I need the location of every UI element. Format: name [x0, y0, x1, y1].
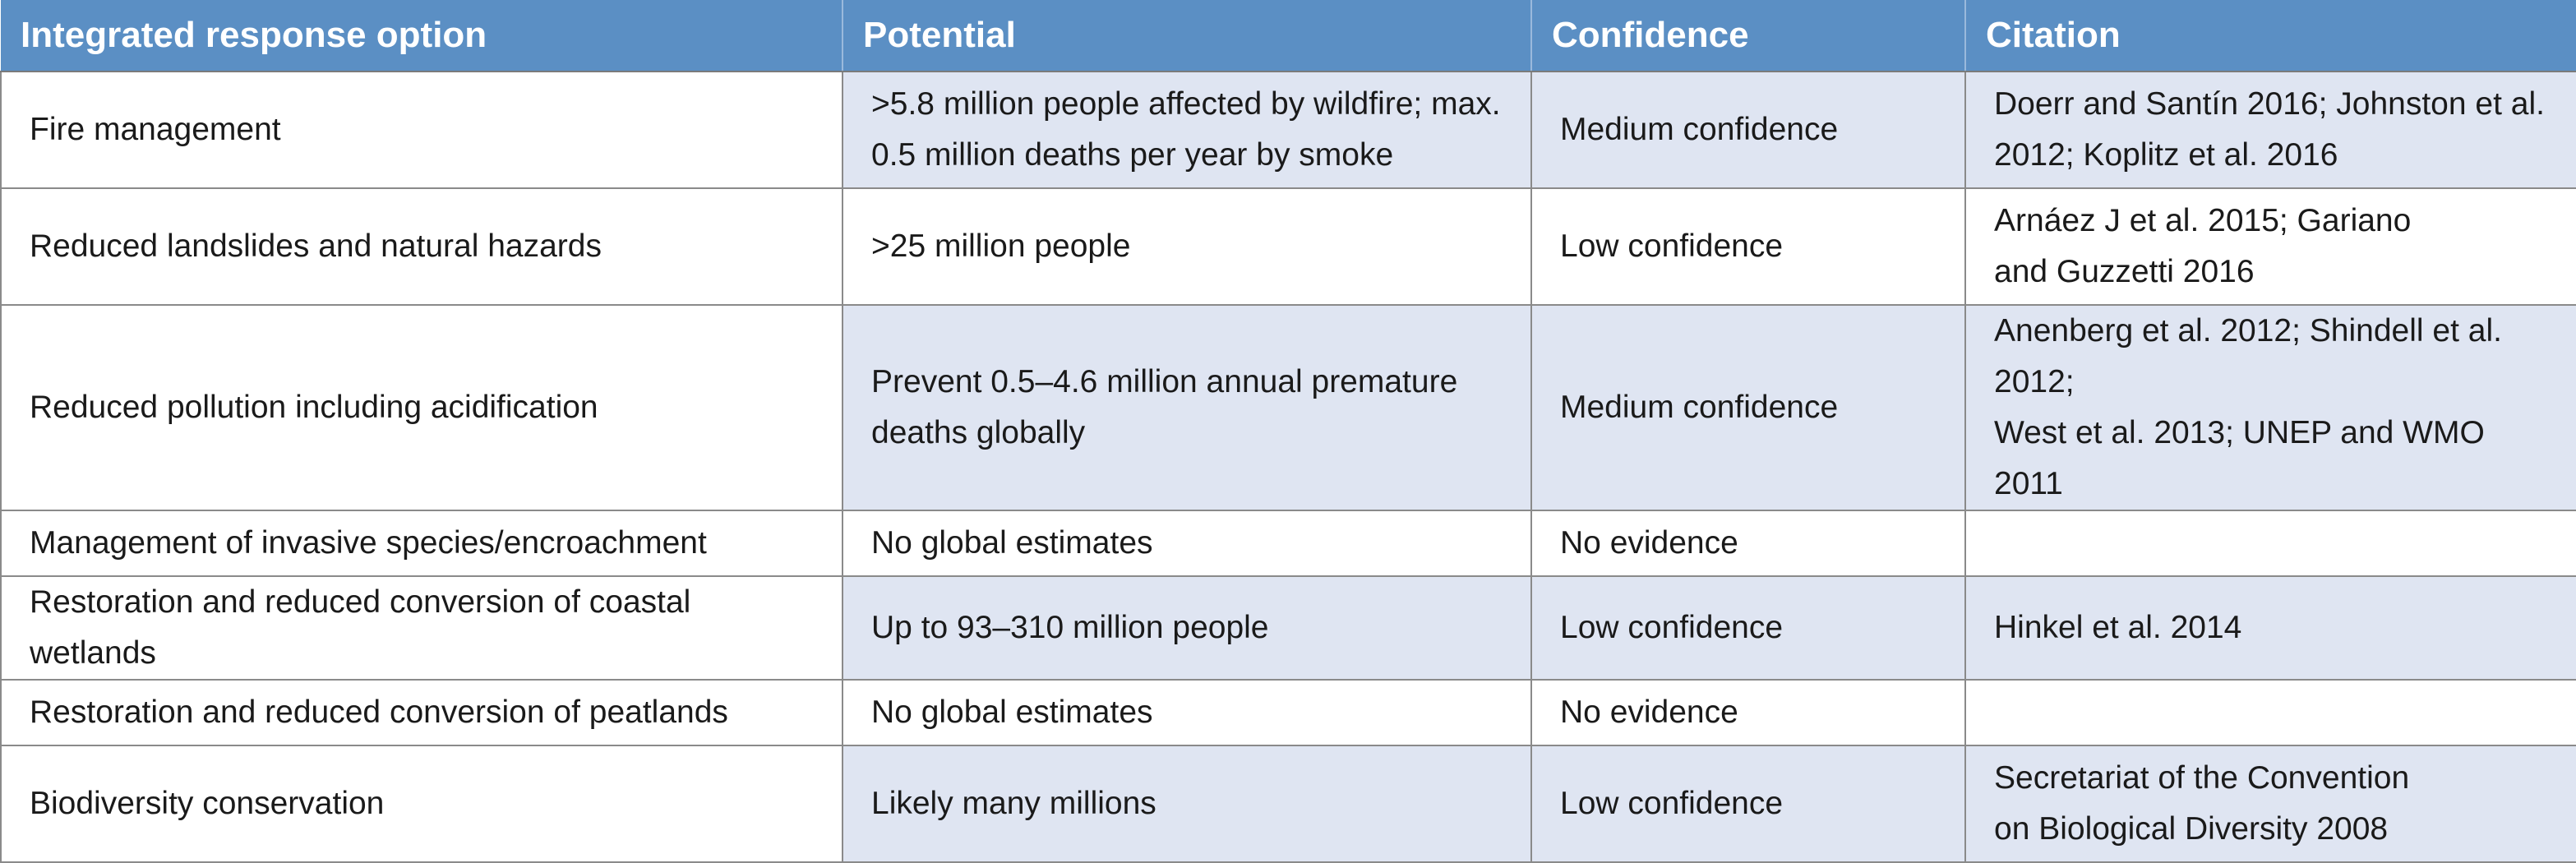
confidence-cell: Low confidence	[1531, 187, 1966, 305]
citation-cell: Arnáez J et al. 2015; Gariano and Guzzet…	[1965, 187, 2576, 305]
table-row: Fire management >5.8 million people affe…	[0, 71, 2576, 188]
citation-line: Doerr and Santín 2016; Johnston et al.	[1994, 86, 2545, 122]
option-text: Reduced landslides and natural hazards	[30, 228, 602, 264]
confidence-cell: Low confidence	[1531, 745, 1966, 863]
potential-cell: Prevent 0.5–4.6 million annual premature…	[843, 304, 1532, 510]
option-cell: Restoration and reduced conversion of pe…	[0, 679, 843, 745]
citation-cell	[1965, 679, 2576, 745]
potential-line: No global estimates	[871, 695, 1153, 730]
table-row: Restoration and reduced conversion of co…	[0, 575, 2576, 680]
citation-cell: Anenberg et al. 2012; Shindell et al. 20…	[1965, 304, 2576, 510]
potential-cell: >25 million people	[843, 187, 1532, 305]
header-integrated-response-option: Integrated response option	[1, 0, 843, 72]
option-text: Restoration and reduced conversion of co…	[30, 584, 691, 671]
confidence-text: Low confidence	[1560, 786, 1784, 821]
header-row: Integrated response option Potential Con…	[1, 0, 2576, 72]
confidence-text: No evidence	[1560, 695, 1738, 730]
citation-line: Hinkel et al. 2014	[1994, 610, 2242, 645]
potential-cell: No global estimates	[843, 510, 1532, 576]
table-row: Biodiversity conservation Likely many mi…	[0, 745, 2576, 863]
table-row: Reduced landslides and natural hazards >…	[0, 187, 2576, 305]
potential-cell: Likely many millions	[843, 745, 1532, 863]
header-confidence: Confidence	[1531, 0, 1966, 72]
citation-line: Secretariat of the Convention	[1994, 760, 2410, 796]
confidence-text: Low confidence	[1560, 228, 1784, 264]
citation-line: 2012; Koplitz et al. 2016	[1994, 137, 2338, 173]
option-cell: Reduced pollution including acidificatio…	[0, 304, 843, 510]
confidence-text: Low confidence	[1560, 610, 1784, 645]
potential-line: >25 million people	[871, 228, 1131, 264]
potential-line: >5.8 million people affected by wildfire…	[871, 86, 1501, 122]
confidence-cell: Medium confidence	[1531, 304, 1966, 510]
citation-line: on Biological Diversity 2008	[1994, 811, 2389, 847]
table-header: Integrated response option Potential Con…	[1, 0, 2576, 72]
confidence-cell: Low confidence	[1531, 575, 1966, 680]
citation-line: West et al. 2013; UNEP and WMO 2011	[1994, 415, 2485, 501]
potential-line: deaths globally	[871, 415, 1086, 450]
option-cell: Restoration and reduced conversion of co…	[0, 575, 843, 680]
table-row: Management of invasive species/encroachm…	[0, 510, 2576, 576]
potential-cell: Up to 93–310 million people	[843, 575, 1532, 680]
option-text: Reduced pollution including acidificatio…	[30, 390, 598, 425]
table-body: Fire management >5.8 million people affe…	[0, 71, 2576, 863]
citation-cell: Hinkel et al. 2014	[1965, 575, 2576, 680]
option-text: Management of invasive species/encroachm…	[30, 525, 707, 561]
potential-cell: >5.8 million people affected by wildfire…	[843, 71, 1532, 188]
header-potential: Potential	[843, 0, 1532, 72]
citation-cell: Secretariat of the Convention on Biologi…	[1965, 745, 2576, 863]
header-citation: Citation	[1965, 0, 2576, 72]
confidence-text: Medium confidence	[1560, 112, 1839, 147]
citation-cell: Doerr and Santín 2016; Johnston et al. 2…	[1965, 71, 2576, 188]
option-cell: Fire management	[0, 71, 843, 188]
potential-line: No global estimates	[871, 525, 1153, 561]
citation-cell	[1965, 510, 2576, 576]
option-cell: Management of invasive species/encroachm…	[0, 510, 843, 576]
potential-line: Likely many millions	[871, 786, 1156, 821]
potential-line: 0.5 million deaths per year by smoke	[871, 137, 1394, 173]
confidence-cell: No evidence	[1531, 679, 1966, 745]
option-cell: Biodiversity conservation	[0, 745, 843, 863]
potential-cell: No global estimates	[843, 679, 1532, 745]
table-row: Restoration and reduced conversion of pe…	[0, 679, 2576, 745]
option-text: Restoration and reduced conversion of pe…	[30, 695, 728, 730]
citation-line: Arnáez J et al. 2015; Gariano	[1994, 203, 2412, 238]
option-text: Biodiversity conservation	[30, 786, 385, 821]
confidence-text: No evidence	[1560, 525, 1738, 561]
confidence-cell: No evidence	[1531, 510, 1966, 576]
potential-line: Prevent 0.5–4.6 million annual premature	[871, 364, 1458, 399]
citation-line: and Guzzetti 2016	[1994, 254, 2255, 289]
confidence-cell: Medium confidence	[1531, 71, 1966, 188]
option-cell: Reduced landslides and natural hazards	[0, 187, 843, 305]
citation-line: Anenberg et al. 2012; Shindell et al. 20…	[1994, 313, 2502, 399]
potential-line: Up to 93–310 million people	[871, 610, 1269, 645]
option-text: Fire management	[30, 112, 281, 147]
table-row: Reduced pollution including acidificatio…	[0, 304, 2576, 510]
confidence-text: Medium confidence	[1560, 390, 1839, 425]
